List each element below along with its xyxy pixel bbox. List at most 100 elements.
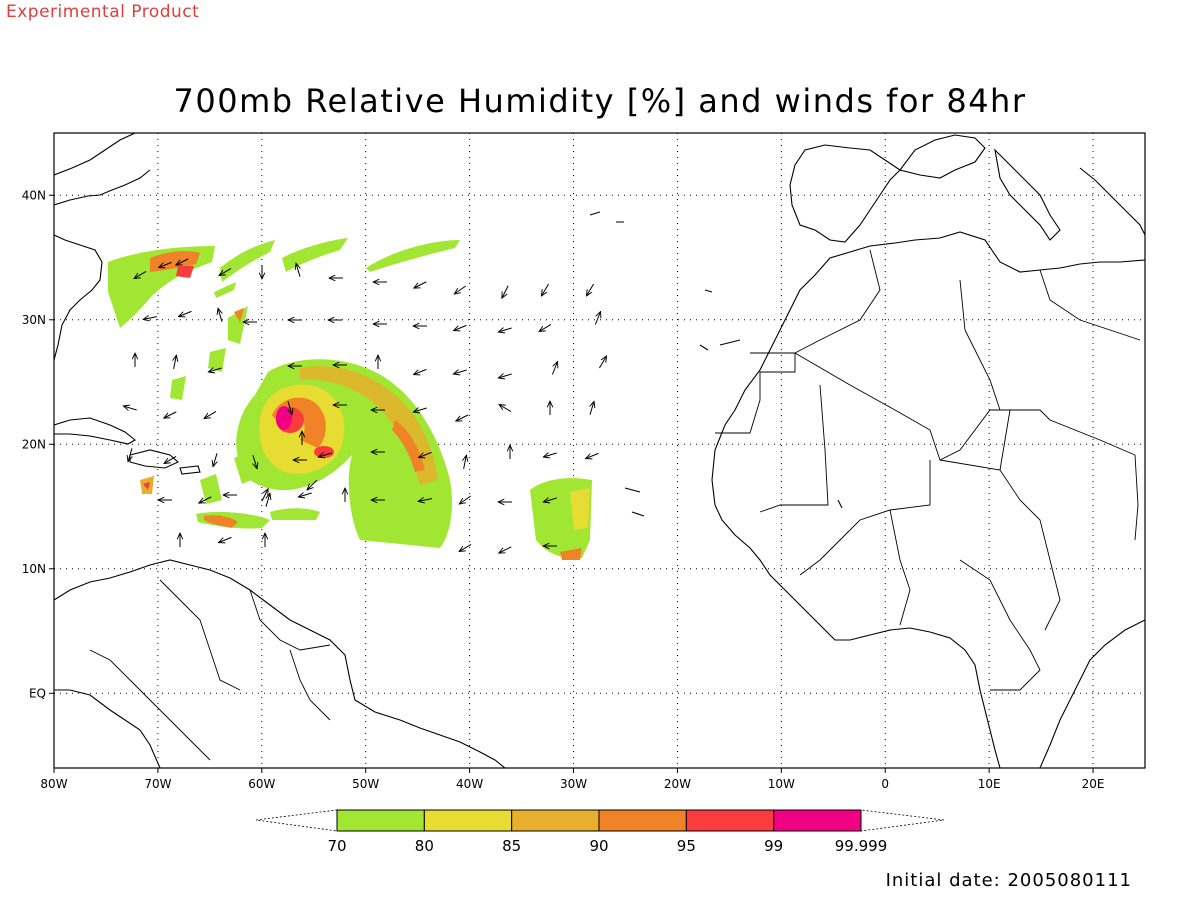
lon-tick-label: 30W xyxy=(560,777,587,791)
wind-arrow xyxy=(123,406,137,410)
wind-arrow xyxy=(459,543,472,551)
wind-arrow xyxy=(318,453,332,457)
wind-arrow xyxy=(498,328,512,332)
wind-arrow xyxy=(499,546,512,553)
wind-arrow xyxy=(218,308,222,322)
colorbar-label: 99.999 xyxy=(835,837,888,855)
plot-frame xyxy=(53,132,1146,769)
lat-tick-label: EQ xyxy=(29,686,46,700)
lon-tick-label: 70W xyxy=(144,777,171,791)
wind-arrow xyxy=(459,495,472,504)
lat-tick-label: 40N xyxy=(22,188,46,202)
colorbar-right-extension xyxy=(860,809,945,832)
colorbar-label: 90 xyxy=(589,837,608,855)
wind-arrow xyxy=(208,368,222,372)
lon-tick-label: 20E xyxy=(1082,777,1105,791)
country-borders xyxy=(89,249,1141,761)
wind-arrow xyxy=(543,453,557,457)
wind-arrow xyxy=(453,370,467,374)
colorbar: 70 80 85 90 95 99 99.999 xyxy=(255,809,945,855)
coastline-iberia xyxy=(789,144,901,243)
humidity-caribbean-patches xyxy=(140,452,320,529)
coastline-east-africa xyxy=(1039,619,1145,768)
wind-arrow xyxy=(418,499,432,502)
wind-arrow xyxy=(174,355,177,369)
wind-arrow xyxy=(298,493,312,497)
wind-arrow xyxy=(594,312,600,325)
wind-arrow xyxy=(261,489,268,502)
coastline-balkans xyxy=(1079,167,1145,236)
colorbar-label: 85 xyxy=(502,837,521,855)
coastline-puerto-rico xyxy=(179,465,201,475)
wind-arrow xyxy=(419,451,432,457)
lon-tick-label: 10W xyxy=(768,777,795,791)
wind-arrow xyxy=(128,448,132,461)
wind-vectors xyxy=(123,258,606,553)
colorbar-swatch xyxy=(685,809,775,832)
lat-tick-label: 20N xyxy=(22,437,46,451)
wind-arrow xyxy=(204,410,217,418)
wind-arrow xyxy=(586,283,595,296)
wind-arrow xyxy=(413,408,427,412)
axis-labels: 80W 70W 60W 50W 40W 30W 20W 10W 0 10E 20E 40N 30N 20N… xyxy=(22,188,1105,791)
humidity-shading xyxy=(108,238,592,560)
lon-tick-label: 50W xyxy=(352,777,379,791)
coastline-italy xyxy=(994,148,1061,241)
colorbar-swatch xyxy=(423,809,513,832)
wind-arrow xyxy=(586,452,599,458)
lon-tick-label: 40W xyxy=(456,777,483,791)
colorbar-swatch xyxy=(773,809,862,832)
wind-arrow xyxy=(134,270,147,278)
wind-arrow xyxy=(164,411,177,418)
wind-arrow xyxy=(543,498,557,502)
lat-tick-label: 30N xyxy=(22,313,46,327)
coastline-africa xyxy=(711,231,1145,768)
colorbar-swatch xyxy=(511,809,600,832)
wind-arrow xyxy=(253,455,257,468)
colorbar-swatch xyxy=(336,809,425,832)
colorbar-label: 80 xyxy=(415,837,434,855)
wind-arrow xyxy=(199,496,212,503)
wind-arrow xyxy=(539,323,552,331)
colorbar-label: 70 xyxy=(327,837,346,855)
lat-tick-label: 10N xyxy=(22,562,46,576)
wind-arrow xyxy=(551,362,557,375)
wind-arrow xyxy=(296,263,300,277)
colorbar-swatch xyxy=(598,809,687,832)
wind-arrow xyxy=(456,414,469,421)
colorbar-left-extension xyxy=(255,809,338,832)
coastline-north-america xyxy=(54,133,151,361)
experimental-product-stamp: Experimental Product xyxy=(6,2,200,22)
wind-arrow xyxy=(159,261,172,267)
wind-arrow xyxy=(541,283,550,296)
wind-arrow xyxy=(454,285,467,294)
humidity-eastern-patch xyxy=(530,478,592,560)
coastline-south-america xyxy=(54,559,506,768)
lon-tick-label: 20W xyxy=(664,777,691,791)
wind-arrow xyxy=(307,479,318,490)
wind-arrow xyxy=(414,281,427,288)
wind-arrow xyxy=(414,368,427,374)
wind-arrow xyxy=(219,267,232,275)
lon-tick-label: 60W xyxy=(248,777,275,791)
colorbar-label: 99 xyxy=(764,837,783,855)
wind-arrow xyxy=(176,258,189,265)
wind-arrow xyxy=(498,374,512,378)
wind-arrow xyxy=(179,310,192,316)
wind-arrow xyxy=(499,404,512,413)
wind-arrow xyxy=(219,536,232,542)
wind-arrow xyxy=(213,453,217,466)
lon-tick-label: 10E xyxy=(978,777,1001,791)
lon-tick-label: 0 xyxy=(881,777,889,791)
wind-arrow xyxy=(590,401,594,415)
coastlines xyxy=(54,133,1145,768)
map-title: 700mb Relative Humidity [%] and winds fo… xyxy=(173,82,1027,120)
initial-date: Initial date: 2005080111 xyxy=(885,870,1132,891)
wind-arrow xyxy=(266,493,270,507)
wind-arrow xyxy=(454,324,467,330)
wind-arrow xyxy=(143,317,157,320)
coastline-cuba xyxy=(54,417,136,445)
wind-arrow xyxy=(502,285,509,299)
wind-arrow xyxy=(164,455,177,463)
